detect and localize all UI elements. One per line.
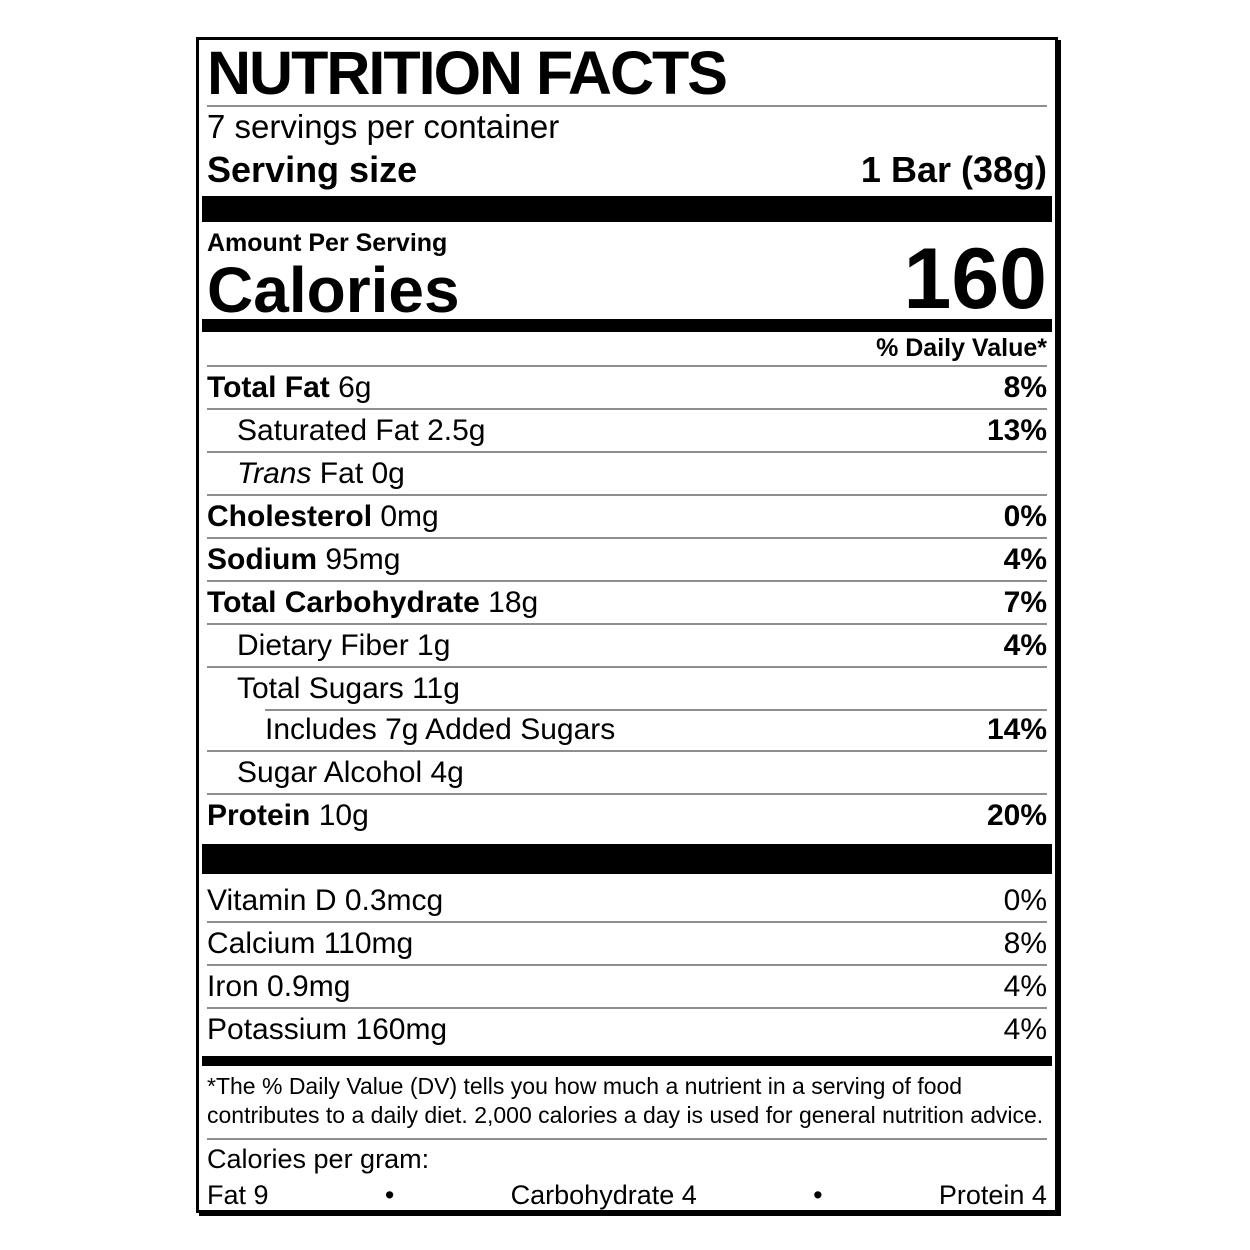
micronutrient-row: Potassium 160mg 4%	[207, 1007, 1047, 1050]
calories-label: Calories	[207, 254, 460, 326]
nutrient-name-amount: Sugar Alcohol 4g	[237, 755, 464, 789]
label-title: NUTRITION FACTS	[207, 39, 728, 107]
thick-bar-protein	[202, 844, 1052, 874]
calories-per-gram-item: Protein 4	[938, 1180, 1047, 1210]
daily-value-percent: 8%	[1003, 926, 1047, 960]
daily-value-percent: 4%	[1003, 1012, 1047, 1046]
nutrient-name-amount: Total Sugars 11g	[237, 671, 460, 705]
micronutrient-row: Calcium 110mg 8%	[207, 921, 1047, 964]
daily-value-percent: 4%	[1003, 969, 1047, 1003]
nutrient-row: Sugar Alcohol 4g	[207, 750, 1047, 793]
nutrient-row: Includes 7g Added Sugars 14%	[207, 709, 1047, 750]
nutrient-row: Dietary Fiber 1g 4%	[207, 623, 1047, 666]
serving-size-row: Serving size 1 Bar (38g)	[207, 147, 1047, 193]
calories-row: Calories 160	[207, 236, 1047, 326]
daily-value-percent: 8%	[1003, 370, 1047, 404]
nutrient-name-amount: Dietary Fiber 1g	[237, 628, 451, 662]
nutrient-name-amount: Total Fat 6g	[207, 370, 372, 404]
footnote-divider	[207, 1138, 1047, 1140]
micronutrient-name-amount: Iron 0.9mg	[207, 969, 351, 1003]
serving-size-label: Serving size	[207, 149, 418, 190]
daily-value-percent: 13%	[986, 413, 1047, 447]
nutrient-row: Saturated Fat 2.5g 13%	[207, 408, 1047, 451]
bullet-separator: •	[813, 1180, 823, 1210]
daily-value-percent: 0%	[1003, 499, 1047, 533]
daily-value-percent: 4%	[1003, 542, 1047, 576]
daily-value-footnote: *The % Daily Value (DV) tells you how mu…	[207, 1073, 1044, 1128]
nutrient-name-amount: Total Carbohydrate 18g	[207, 585, 539, 619]
nutrient-name-amount: Protein 10g	[207, 798, 369, 832]
nutrient-name-amount: Includes 7g Added Sugars	[265, 712, 616, 746]
calories-per-gram-row: Fat 9 • Carbohydrate 4 • Protein 4	[207, 1178, 1047, 1210]
daily-value-header: % Daily Value*	[207, 332, 1047, 367]
nutrient-name-amount: Sodium 95mg	[207, 542, 401, 576]
servings-per-container: 7 servings per container	[207, 108, 560, 145]
nutrient-row: Trans Fat 0g	[207, 451, 1047, 494]
nutrient-name-amount: Saturated Fat 2.5g	[237, 413, 486, 447]
medium-bar-minerals	[202, 1056, 1052, 1066]
calories-per-gram-item: Fat 9	[207, 1180, 269, 1210]
nutrient-row: Total Sugars 11g	[207, 666, 1047, 709]
thick-bar-serving	[202, 196, 1052, 222]
micronutrient-rows: Vitamin D 0.3mcg 0% Calcium 110mg 8% Iron 0.…	[207, 880, 1047, 1050]
micronutrient-name-amount: Calcium 110mg	[207, 926, 414, 960]
calories-value: 160	[903, 231, 1048, 327]
nutrient-row: Protein 10g 20%	[207, 793, 1047, 836]
micronutrient-name-amount: Potassium 160mg	[207, 1012, 448, 1046]
serving-size-value: 1 Bar (38g)	[860, 149, 1047, 190]
micronutrient-row: Vitamin D 0.3mcg 0%	[207, 880, 1047, 921]
medium-bar-calories	[202, 319, 1052, 332]
nutrient-row: Total Fat 6g 8%	[207, 367, 1047, 408]
daily-value-percent: 0%	[1003, 883, 1047, 917]
title-divider	[207, 105, 1047, 107]
amount-per-serving-label: Amount Per Serving	[207, 229, 448, 257]
micronutrient-row: Iron 0.9mg 4%	[207, 964, 1047, 1007]
daily-value-percent: 20%	[986, 798, 1047, 832]
nutrition-facts-label: NUTRITION FACTS 7 servings per container…	[196, 37, 1058, 1213]
daily-value-percent: 7%	[1003, 585, 1047, 619]
calories-per-gram-label: Calories per gram:	[207, 1144, 430, 1174]
daily-value-percent: 14%	[986, 712, 1047, 746]
nutrient-row: Sodium 95mg 4%	[207, 537, 1047, 580]
nutrient-rows: Total Fat 6g 8% Saturated Fat 2.5g 13% Trans…	[207, 367, 1047, 836]
nutrient-name-amount: Trans Fat 0g	[237, 456, 405, 490]
daily-value-percent: 4%	[1003, 628, 1047, 662]
nutrient-name-amount: Cholesterol 0mg	[207, 499, 439, 533]
micronutrient-name-amount: Vitamin D 0.3mcg	[207, 883, 444, 917]
nutrient-row: Total Carbohydrate 18g 7%	[207, 580, 1047, 623]
calories-per-gram-item: Carbohydrate 4	[510, 1180, 697, 1210]
nutrient-row: Cholesterol 0mg 0%	[207, 494, 1047, 537]
bullet-separator: •	[384, 1180, 395, 1210]
